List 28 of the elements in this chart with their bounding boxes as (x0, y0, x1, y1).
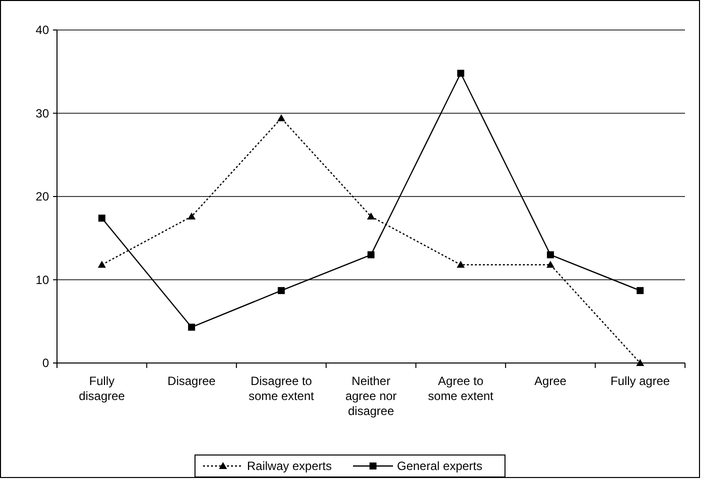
legend-label: Railway experts (247, 459, 332, 473)
point (98, 214, 106, 222)
y-tick-label: 30 (36, 106, 50, 120)
point (368, 251, 374, 258)
x-tick-label: Agree to some extent (428, 374, 494, 403)
y-tick-label: 20 (36, 190, 50, 204)
x-tick-label: Fully disagree (78, 374, 126, 403)
point (278, 287, 285, 294)
x-tick-label: Disagree to some extent (248, 374, 315, 403)
point (188, 212, 196, 220)
y-tick-label: 40 (36, 23, 50, 37)
point (98, 260, 106, 268)
y-tick-label: 0 (42, 356, 50, 370)
point (636, 287, 644, 294)
point (457, 70, 464, 77)
legend-label: General experts (397, 459, 482, 473)
point (188, 324, 196, 331)
point (456, 260, 465, 268)
point (636, 359, 644, 366)
point (546, 260, 554, 268)
point (546, 251, 554, 258)
x-tick-label: Disagree (168, 374, 216, 388)
x-tick-label: Fully agree (610, 374, 670, 388)
point (277, 114, 286, 122)
x-tick-label: Agree (534, 374, 567, 388)
y-tick-label: 10 (36, 272, 50, 287)
x-tick-label: Neither agree nor disagree (345, 374, 397, 418)
point (367, 212, 375, 220)
